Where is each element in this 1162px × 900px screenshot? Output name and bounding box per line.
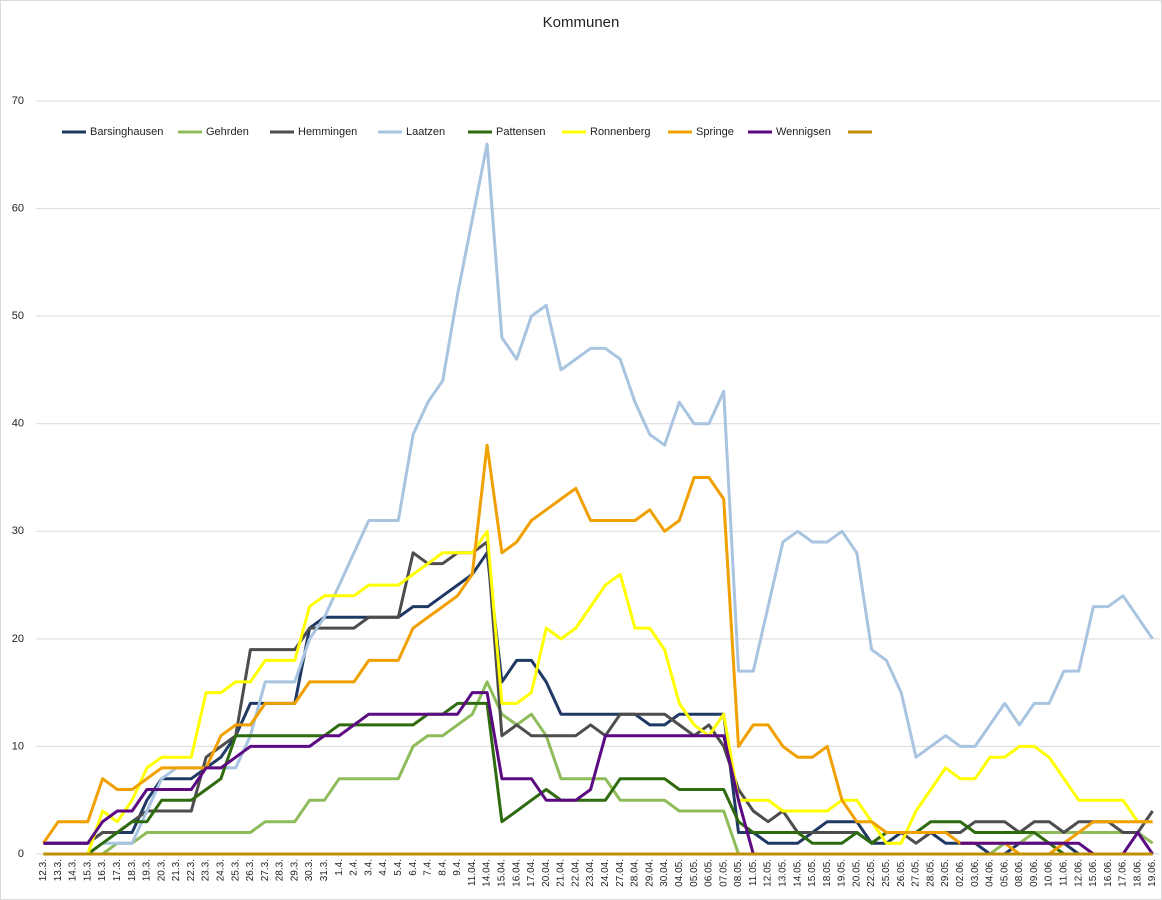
legend-label: Pattensen — [496, 126, 546, 138]
x-tick-label: 27.3. — [260, 859, 271, 881]
x-tick-label: 12.05. — [763, 859, 774, 887]
series-line — [86, 142, 1154, 856]
x-tick-label: 23.04. — [585, 859, 596, 887]
x-tick-label: 30.04. — [659, 859, 670, 887]
series-line — [86, 701, 1153, 856]
x-tick-label: 04.05. — [674, 859, 685, 887]
x-tick-label: 05.06. — [999, 859, 1010, 887]
x-tick-label: 19.05. — [837, 859, 848, 887]
x-tick-label: 15.06. — [1088, 859, 1099, 887]
legend-label: Ronnenberg — [590, 126, 651, 138]
x-tick-label: 14.3. — [68, 859, 79, 881]
legend-label: Springe — [696, 126, 734, 138]
x-tick-label: 24.3. — [216, 859, 227, 881]
x-tick-label: 18.06. — [1132, 859, 1143, 887]
x-tick-label: 25.3. — [230, 859, 241, 881]
x-tick-label: 10.06. — [1044, 859, 1055, 887]
x-tick-label: 28.04. — [630, 859, 641, 887]
y-tick-label: 70 — [12, 95, 24, 107]
chart-title: Kommunen — [543, 14, 620, 31]
x-tick-label: 18.05. — [822, 859, 833, 887]
x-tick-label: 13.3. — [53, 859, 64, 881]
x-tick-label: 28.05. — [925, 859, 936, 887]
x-tick-label: 19.3. — [142, 859, 153, 881]
x-tick-label: 20.3. — [156, 859, 167, 881]
x-tick-label: 11.05. — [748, 859, 759, 886]
x-tick-label: 29.05. — [940, 859, 951, 887]
x-tick-label: 12.06. — [1073, 859, 1084, 887]
legend-label: Wennigsen — [776, 126, 831, 138]
x-tick-label: 27.05. — [911, 859, 922, 887]
x-tick-label: 06.05. — [704, 859, 715, 887]
y-tick-label: 60 — [12, 202, 24, 214]
x-tick-label: 03.06. — [970, 859, 981, 887]
x-tick-label: 11.06. — [1059, 859, 1070, 886]
x-tick-label: 14.05. — [792, 859, 803, 887]
x-tick-label: 6.4. — [408, 859, 419, 876]
x-tick-label: 23.3. — [201, 859, 212, 881]
legend-label: Barsinghausen — [90, 126, 163, 138]
x-tick-label: 15.05. — [807, 859, 818, 887]
y-tick-label: 30 — [12, 525, 24, 537]
x-tick-label: 22.3. — [186, 859, 197, 881]
y-tick-label: 0 — [18, 848, 24, 860]
y-tick-label: 50 — [12, 310, 24, 322]
x-tick-label: 2.4. — [349, 859, 360, 876]
x-tick-label: 27.04. — [615, 859, 626, 887]
legend-label: Hemmingen — [298, 126, 357, 138]
y-tick-label: 10 — [12, 740, 24, 752]
x-tick-label: 22.04. — [570, 859, 581, 887]
x-tick-label: 8.4. — [437, 859, 448, 876]
x-tick-label: 1.4. — [334, 859, 345, 876]
x-tick-label: 4.4. — [378, 859, 389, 876]
x-tick-label: 3.4. — [363, 859, 374, 876]
x-tick-label: 15.04. — [497, 859, 508, 887]
x-tick-label: 12.3. — [38, 859, 49, 881]
x-tick-label: 28.3. — [275, 859, 286, 881]
x-tick-label: 16.04. — [511, 859, 522, 887]
x-tick-label: 09.06. — [1029, 859, 1040, 887]
x-tick-label: 5.4. — [393, 859, 404, 876]
x-tick-label: 14.04. — [482, 859, 493, 887]
x-tick-label: 15.3. — [82, 859, 93, 881]
x-tick-label: 07.05. — [718, 859, 729, 887]
x-tick-label: 24.04. — [600, 859, 611, 887]
x-tick-label: 17.04. — [526, 859, 537, 887]
x-tick-label: 21.04. — [556, 859, 567, 887]
x-tick-label: 9.4. — [452, 859, 463, 876]
legend-label: Gehrden — [206, 126, 249, 138]
x-tick-label: 22.05. — [866, 859, 877, 887]
x-tick-label: 29.04. — [644, 859, 655, 887]
x-tick-label: 11.04. — [467, 859, 478, 886]
series-line — [86, 529, 1153, 855]
x-tick-label: 25.05. — [881, 859, 892, 887]
x-tick-label: 17.3. — [112, 859, 123, 881]
x-tick-label: 13.05. — [778, 859, 789, 887]
x-tick-label: 08.06. — [1014, 859, 1025, 887]
y-tick-label: 20 — [12, 633, 24, 645]
x-tick-label: 20.04. — [541, 859, 552, 887]
x-tick-label: 21.3. — [171, 859, 182, 881]
x-tick-label: 29.3. — [289, 859, 300, 881]
x-tick-label: 16.3. — [97, 859, 108, 881]
x-tick-label: 02.06. — [955, 859, 966, 887]
x-tick-label: 04.06. — [985, 859, 996, 887]
x-tick-label: 20.05. — [851, 859, 862, 887]
x-tick-label: 30.3. — [304, 859, 315, 881]
x-tick-label: 05.05. — [689, 859, 700, 887]
x-tick-label: 17.06. — [1118, 859, 1129, 887]
x-tick-label: 08.05. — [733, 859, 744, 887]
x-tick-label: 18.3. — [127, 859, 138, 881]
legend-label: Laatzen — [406, 126, 445, 138]
x-tick-label: 19.06. — [1147, 859, 1158, 887]
x-tick-label: 26.05. — [896, 859, 907, 887]
x-tick-label: 7.4. — [423, 859, 434, 876]
x-tick-label: 31.3. — [319, 859, 330, 881]
x-tick-label: 16.06. — [1103, 859, 1114, 887]
x-tick-label: 26.3. — [245, 859, 256, 881]
y-tick-label: 40 — [12, 418, 24, 430]
